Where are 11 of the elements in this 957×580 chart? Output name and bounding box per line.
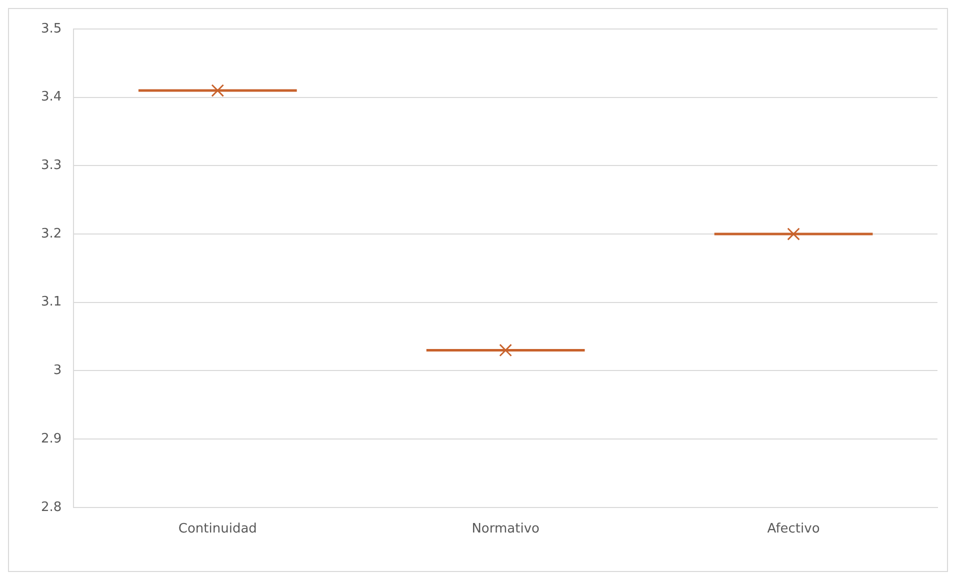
y-tick-label: 2.9 (40, 431, 62, 446)
y-tick-label: 3 (53, 363, 62, 378)
y-tick-label: 3.4 (40, 90, 62, 105)
y-tick-label: 3.2 (40, 226, 62, 242)
y-tick-label: 3.5 (40, 21, 62, 36)
y-tick-label: 2.8 (40, 500, 62, 515)
y-tick-label: 3.1 (40, 294, 62, 310)
x-tick-label: Afectivo (767, 522, 820, 537)
y-tick-label: 3.3 (40, 158, 62, 174)
x-tick-label: Normativo (472, 522, 540, 537)
x-tick-label: Continuidad (178, 522, 257, 537)
